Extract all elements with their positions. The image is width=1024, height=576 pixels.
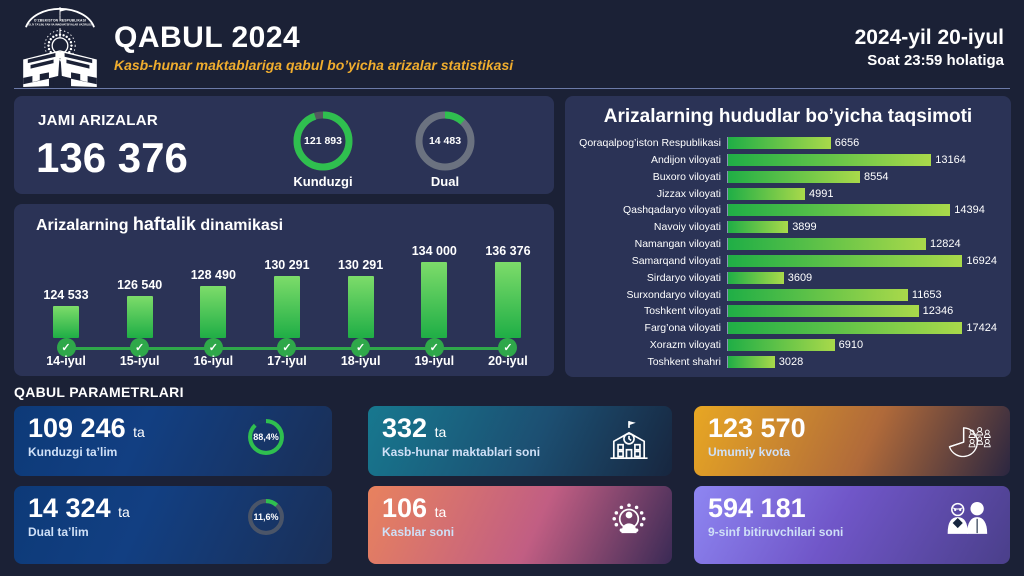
svg-text:OLIY TA'LIM, FAN VA INNOVATSIY: OLIY TA'LIM, FAN VA INNOVATSIYALAR VAZIR… [28, 22, 92, 26]
svg-text:O'ZBEKISTON RESPUBLIKASI: O'ZBEKISTON RESPUBLIKASI [34, 18, 86, 22]
